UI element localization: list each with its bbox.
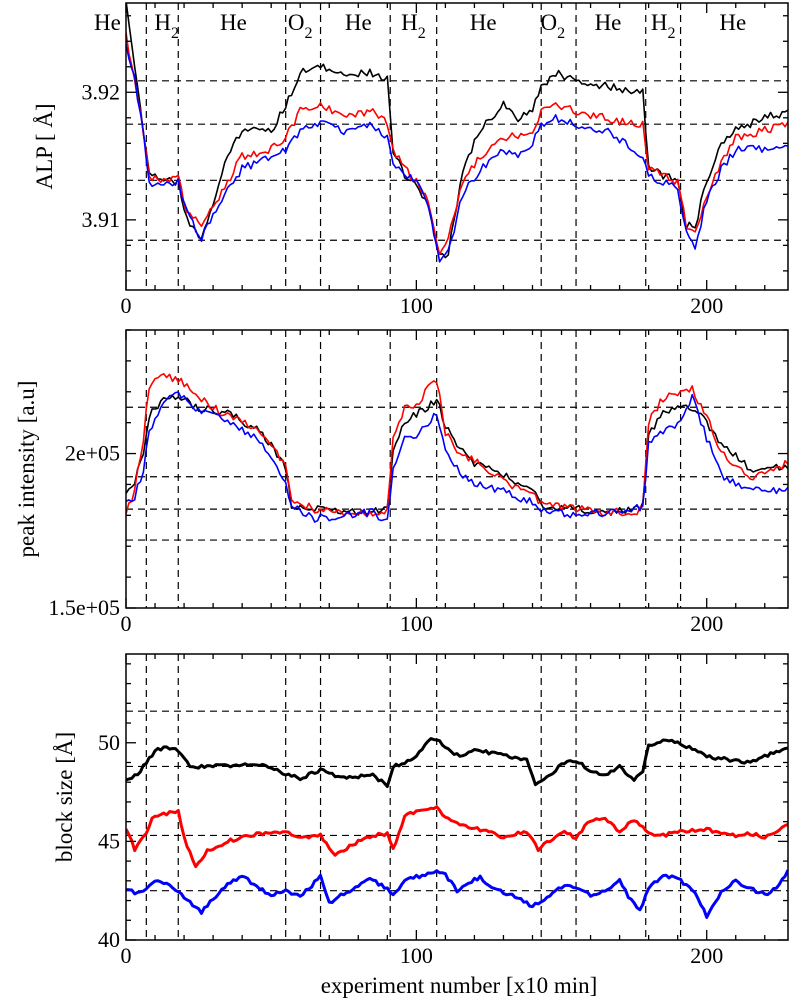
y-tick-label: 1.5e+05 [48,595,120,620]
y-axis-label: ALP [ Å] [32,103,57,189]
x-tick-label: 0 [121,293,132,318]
plot-frame [125,653,789,941]
x-tick-label: 100 [400,611,433,636]
gas-label: He [470,10,497,35]
series-line [126,805,788,869]
x-tick-label: 100 [400,293,433,318]
block-size-panel: 0 100 200 40 45 50 block size [Å] [52,653,789,968]
gas-label: He [719,10,746,35]
series-line [126,391,788,523]
peak-intensity-panel: 0 100 200 1.5e+05 2e+05 peak intensity [a.u] [14,329,789,636]
gas-label: H2 [154,10,179,42]
x-tick-label: 200 [690,943,723,968]
series-line [126,395,788,517]
series-line [126,737,788,788]
plot-frame [125,2,789,291]
series-line [126,32,788,255]
series-line [126,869,788,919]
gas-label: H2 [651,10,676,42]
y-tick-label: 40 [98,927,120,952]
y-axis-label: block size [Å] [52,732,77,862]
gas-label: O2 [288,10,313,42]
x-tick-label: 0 [121,611,132,636]
gas-label: He [94,10,121,35]
x-tick-label: 200 [690,293,723,318]
x-tick-label: 100 [400,943,433,968]
y-axis-label: peak intensity [a.u] [14,381,39,558]
y-tick-label: 3.91 [82,207,121,232]
y-tick-label: 45 [98,828,120,853]
plot-frame [125,329,789,609]
gas-label: O2 [541,10,566,42]
gas-label: He [220,10,247,35]
x-tick-label: 200 [690,611,723,636]
y-tick-label: 2e+05 [65,441,120,466]
gas-label: H2 [401,10,426,42]
gas-label: He [595,10,622,35]
y-tick-label: 3.92 [82,79,121,104]
alp-panel: 0 100 200 3.91 3.92 ALP [ Å] He H2 He O2 He H2 He O2 H… [32,2,789,318]
gas-label: He [345,10,372,35]
y-tick-label: 50 [98,730,120,755]
x-axis-label: experiment number [x10 min] [321,973,598,998]
series-line [126,373,788,518]
series-line [126,44,788,263]
x-tick-label: 0 [121,943,132,968]
